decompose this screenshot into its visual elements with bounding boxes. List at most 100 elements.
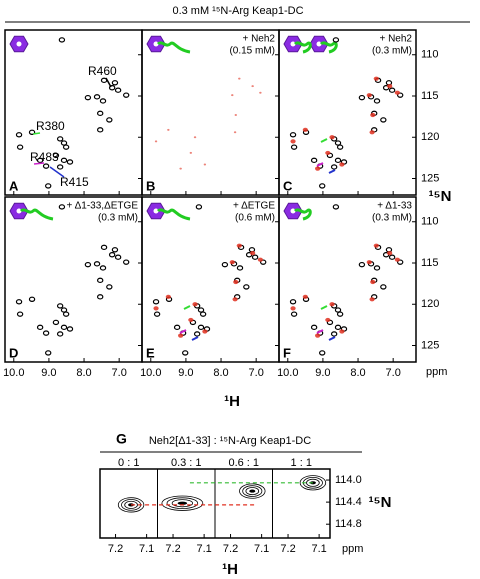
residue-arrow	[32, 132, 41, 135]
bound-peak	[165, 294, 171, 299]
peak-contour	[299, 475, 327, 491]
free-peak	[197, 324, 205, 331]
panel-letter: F	[283, 345, 291, 360]
neh2-icon	[319, 41, 338, 54]
free-peak	[16, 144, 24, 150]
keap1-icon-hole	[316, 41, 322, 47]
y-tick-label: 114.0	[335, 474, 362, 486]
keap1-icon-hole	[153, 208, 159, 214]
bound-peak	[315, 166, 321, 171]
shift-arrow	[328, 336, 336, 341]
free-peak	[62, 144, 70, 150]
free-peak	[153, 311, 161, 317]
x-tick-label: 7.0	[386, 367, 401, 379]
x-tick-label: 9.0	[315, 367, 330, 379]
spectrum-panel	[278, 196, 417, 363]
free-peak	[99, 265, 107, 271]
bound-peak	[370, 112, 376, 118]
free-peak	[58, 37, 66, 43]
residue-arrow	[105, 77, 112, 88]
y-tick-label: 110	[421, 216, 439, 228]
free-peak	[56, 136, 64, 142]
free-peak	[358, 261, 366, 268]
y-axis-label: ¹⁵N	[429, 188, 452, 205]
residue-label: R415	[60, 175, 89, 189]
bound-peak	[329, 135, 335, 140]
free-peak	[332, 204, 340, 210]
panel-legend: + ΔETGE	[233, 201, 275, 212]
free-peak	[60, 157, 68, 164]
free-peak	[396, 259, 404, 265]
bound-peak	[229, 260, 235, 265]
free-peak	[84, 94, 92, 101]
free-peak	[334, 157, 342, 164]
x-tick-label: 9.0	[41, 367, 56, 379]
shift-arrow	[316, 162, 324, 167]
unit-label: ppm	[342, 543, 363, 555]
shift-arrow	[320, 305, 328, 310]
y-tick-label: 120	[421, 131, 439, 143]
bound-peak	[369, 130, 375, 135]
bound-peak	[233, 279, 239, 285]
peak-contour	[124, 500, 138, 509]
free-peak	[84, 261, 92, 268]
titration-title: Neh2[Δ1-33] : ¹⁵N-Arg Keap1-DC	[149, 435, 311, 447]
neh2-icon	[156, 208, 191, 221]
neh2-icon	[293, 41, 312, 54]
free-peak	[111, 80, 119, 86]
panel-letter: G	[116, 431, 127, 447]
bound-peak	[370, 279, 376, 285]
free-peak	[15, 299, 23, 305]
free-peak	[42, 163, 50, 169]
y-tick-label: 125	[421, 339, 439, 351]
free-peak	[195, 204, 203, 210]
bound-peak	[234, 113, 237, 116]
free-peak	[106, 117, 113, 123]
bound-peak	[339, 329, 345, 334]
spectrum-panel	[278, 29, 417, 196]
shift-arrow	[179, 329, 187, 334]
x-tick-label: 7.2	[108, 543, 123, 555]
free-peak	[330, 331, 338, 337]
bound-peak	[394, 90, 400, 95]
free-peak	[236, 265, 244, 271]
free-peak	[373, 98, 381, 104]
free-peak	[45, 183, 52, 189]
shift-arrow	[191, 336, 199, 341]
bound-peak	[193, 136, 197, 139]
bound-peak	[153, 306, 159, 311]
bound-peak	[188, 317, 194, 323]
peak-contour	[161, 495, 204, 511]
keap1-icon-hole	[153, 41, 159, 47]
peak-contour	[166, 497, 199, 510]
panel-legend: (0.3 mM)	[372, 213, 412, 224]
panel-legend: + Neh2	[242, 34, 275, 45]
panel-letter: E	[146, 345, 155, 360]
free-peak	[319, 350, 326, 356]
x-tick-label: 7.1	[311, 543, 326, 555]
free-peak	[111, 247, 119, 253]
titration-peak	[177, 501, 188, 505]
free-peak	[52, 152, 60, 159]
ratio-label: 0.3 : 1	[171, 457, 202, 469]
free-peak	[336, 311, 344, 317]
free-peak	[108, 252, 116, 258]
unit-label: ppm	[426, 366, 447, 378]
panel-legend: (0.3 mM)	[372, 46, 412, 57]
bound-peak	[250, 251, 256, 256]
free-peak	[108, 85, 116, 91]
bound-peak	[179, 167, 182, 170]
bound-peak	[178, 333, 184, 338]
panel-letter: B	[146, 178, 155, 193]
free-peak	[58, 204, 66, 210]
x-tick-label: 7.1	[254, 543, 269, 555]
free-peak	[334, 324, 342, 331]
free-peak	[380, 284, 387, 290]
x-tick-label: 7.0	[249, 367, 264, 379]
free-peak	[152, 299, 160, 305]
panel-legend: (0.3 mM)	[98, 213, 138, 224]
keap1-icon-hole	[290, 41, 296, 47]
bound-peak	[259, 91, 262, 94]
x-tick-label: 7.0	[112, 367, 127, 379]
y-tick-label: 115	[421, 90, 439, 102]
